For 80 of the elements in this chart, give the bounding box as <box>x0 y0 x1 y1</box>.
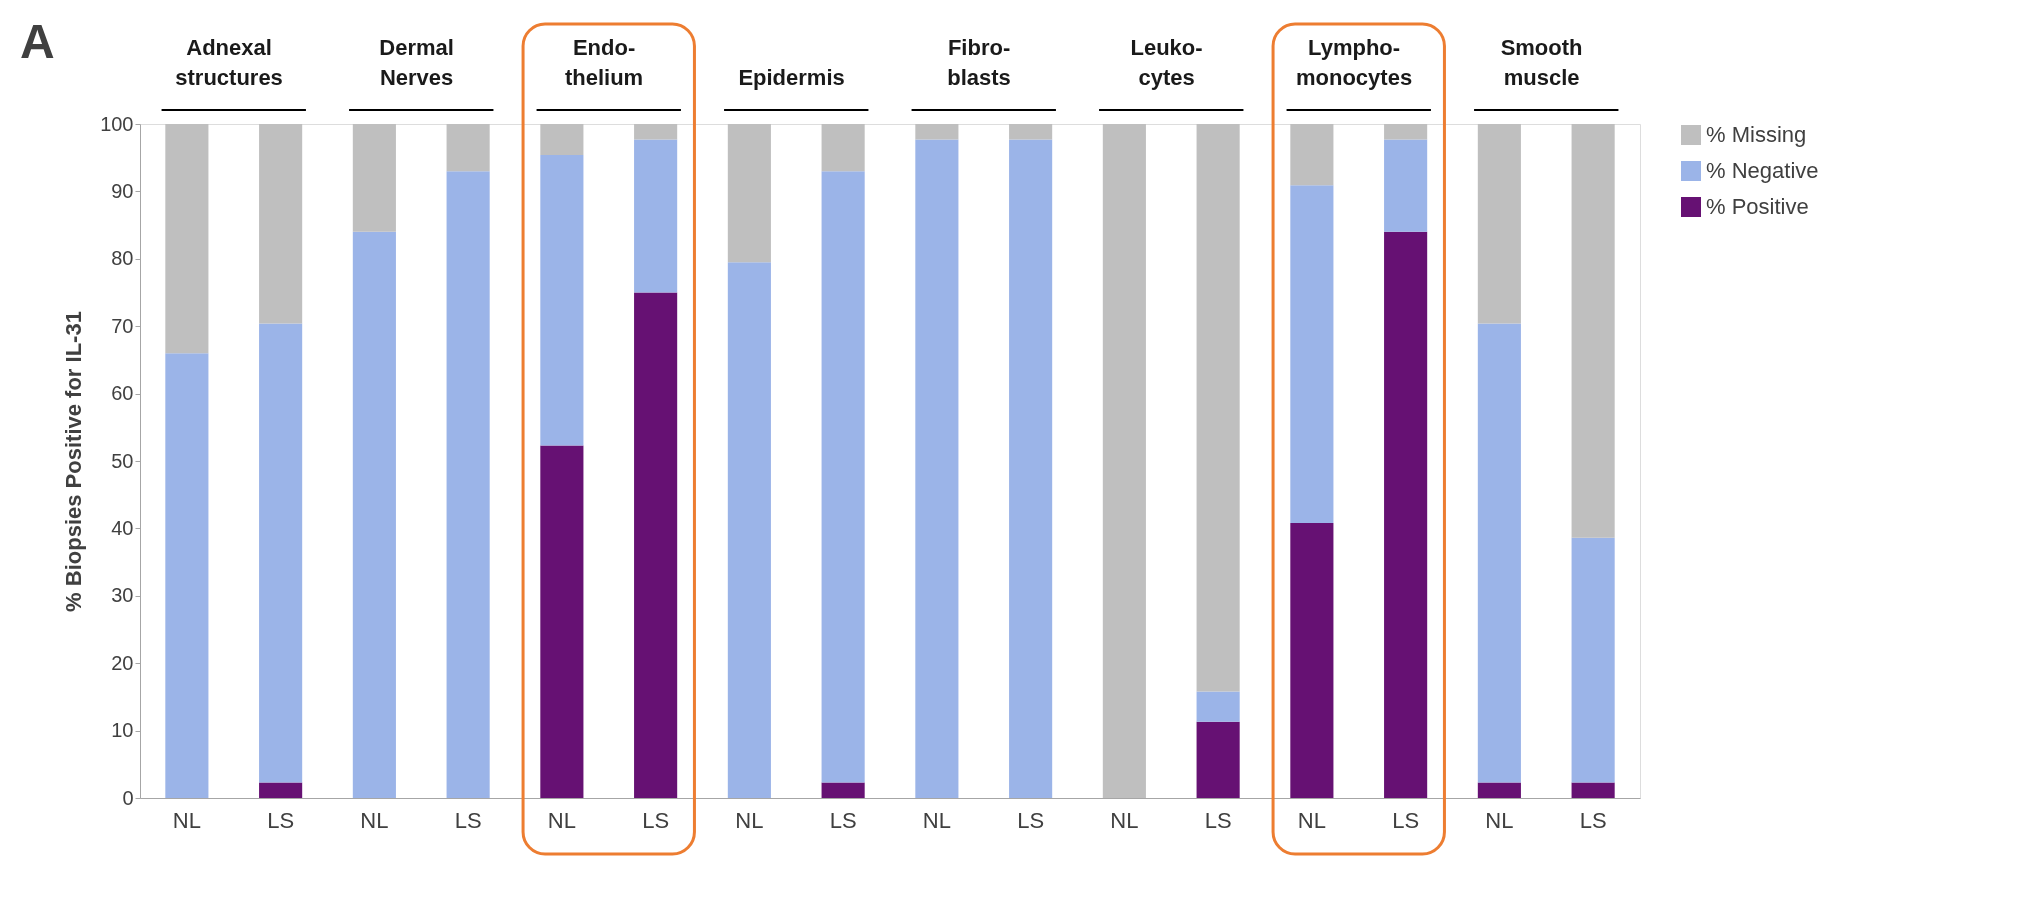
bar <box>540 155 584 446</box>
bar <box>1196 124 1240 692</box>
x-tick-label: NL <box>735 807 764 833</box>
y-tick-label: 60 <box>111 382 134 405</box>
x-tick-label: LS <box>642 807 670 833</box>
y-tick-label: 90 <box>111 179 134 202</box>
bar <box>259 323 303 783</box>
bar <box>915 124 959 140</box>
bar <box>165 353 209 798</box>
text: Leuko- cytes <box>1130 35 1203 90</box>
x-tick-label: NL <box>1485 807 1514 833</box>
x-tick-label: LS <box>1017 807 1045 833</box>
x-tick-label: NL <box>1110 807 1139 833</box>
bar <box>727 262 771 798</box>
text: Lympho- monocytes <box>1295 35 1413 90</box>
legend-label: % Positive <box>1706 194 1809 219</box>
bar <box>727 124 771 263</box>
x-tick-label: NL <box>360 807 389 833</box>
y-tick-label: 50 <box>111 449 134 472</box>
bar <box>1477 782 1521 798</box>
bar <box>634 124 678 140</box>
bar <box>1571 782 1615 798</box>
bar <box>1196 721 1240 798</box>
x-tick-label: NL <box>172 807 201 833</box>
bar <box>1009 139 1053 798</box>
legend-label: % Missing <box>1706 122 1807 147</box>
x-tick-label: LS <box>1392 807 1420 833</box>
bar <box>1196 691 1240 722</box>
x-tick-label: NL <box>547 807 576 833</box>
bar <box>1009 124 1053 140</box>
y-tick-label: 70 <box>111 314 134 337</box>
bar <box>1571 537 1615 783</box>
x-tick-label: LS <box>267 807 295 833</box>
y-tick-label: 30 <box>111 584 134 607</box>
text: A <box>20 15 55 68</box>
bar <box>1477 124 1521 324</box>
text: Dermal Nerves <box>379 35 454 90</box>
y-tick-label: 10 <box>111 719 134 742</box>
bar <box>446 171 490 798</box>
bar <box>540 124 584 155</box>
x-tick-label: NL <box>922 807 951 833</box>
bar <box>1384 139 1428 232</box>
legend-label: % Negative <box>1706 158 1819 183</box>
y-tick-label: 80 <box>111 247 134 270</box>
text: Epidermis <box>738 65 845 90</box>
bar <box>821 782 865 798</box>
text: Smooth muscle <box>1500 35 1583 90</box>
bar <box>634 292 678 798</box>
x-tick-label: LS <box>1204 807 1232 833</box>
bar <box>1290 124 1334 186</box>
bar <box>352 231 396 798</box>
y-tick-label: 100 <box>100 112 134 135</box>
bar <box>1384 231 1428 798</box>
bar <box>352 124 396 232</box>
bar <box>1384 124 1428 140</box>
x-tick-label: LS <box>454 807 482 833</box>
bar <box>915 139 959 798</box>
y-tick-label: 40 <box>111 516 134 539</box>
text: Endo- thelium <box>564 35 644 90</box>
bar <box>634 139 678 293</box>
bar <box>1477 323 1521 783</box>
text: Adnexal structures <box>175 35 283 90</box>
bar <box>1290 523 1334 798</box>
y-tick-label: 0 <box>122 786 134 809</box>
bar <box>540 445 584 798</box>
x-tick-label: LS <box>1579 807 1607 833</box>
bar <box>259 124 303 324</box>
bar <box>1571 124 1615 538</box>
bar <box>165 124 209 354</box>
bar <box>1290 185 1334 524</box>
y-tick-label: 20 <box>111 651 134 674</box>
y-axis-title: % Biopsies Positive for IL-31 <box>61 311 87 612</box>
x-tick-label: LS <box>829 807 857 833</box>
bar <box>1102 124 1146 798</box>
text: Fibro- blasts <box>947 35 1011 90</box>
x-tick-label: NL <box>1297 807 1326 833</box>
bar <box>446 124 490 172</box>
bar <box>821 124 865 172</box>
bar <box>259 782 303 798</box>
bar <box>821 171 865 783</box>
